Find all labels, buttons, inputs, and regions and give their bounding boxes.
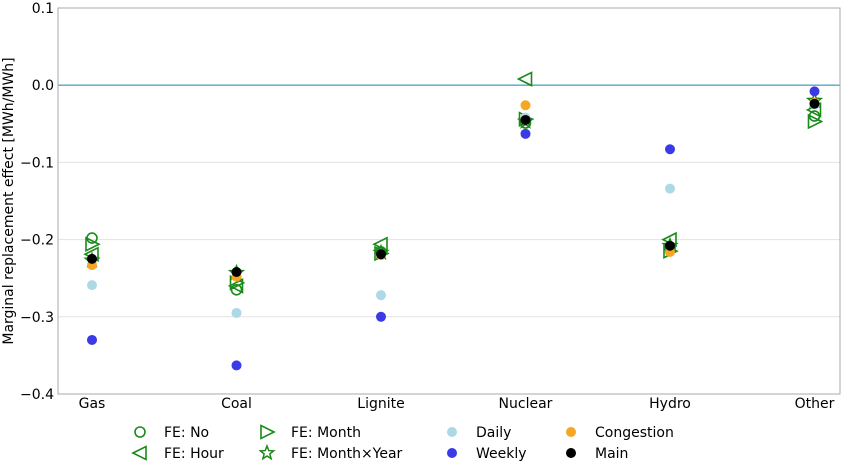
x-tick-label: Other [795,396,835,412]
legend-marker [134,426,146,438]
y-tick-label: 0.1 [32,1,54,17]
series-fe-month [85,111,824,291]
data-point [807,113,824,130]
legend: FE: No FE: Hour FE: Month FE: Month×Year Dai… [131,424,674,462]
data-point [230,283,243,296]
x-tick-label: Nuclear [499,396,553,412]
legend-label: Daily [476,425,511,441]
data-point [665,240,675,251]
legend-marker [566,448,576,458]
data-point [665,183,675,194]
series-weekly [87,86,820,371]
data-point [376,311,386,322]
data-point [516,71,533,87]
data-point [231,307,242,318]
series-fe-hour [83,71,822,294]
data-point [809,86,820,97]
legend-item: Congestion [566,425,674,441]
y-tick-label: 0.0 [32,78,54,94]
data-point [520,114,531,125]
legend-item: FE: Month×Year [258,443,403,462]
legend-item: FE: No [134,425,209,441]
y-axis: −0.4 −0.3 −0.2 −0.1 0.0 0.1 [20,1,54,403]
legend-label: FE: Hour [164,446,224,462]
x-tick-label: Coal [221,396,252,412]
legend-item: Main [566,446,628,462]
data-point [520,100,531,111]
legend-item: FE: Month [260,424,361,441]
x-tick-label: Lignite [357,396,404,412]
legend-label: FE: No [164,425,209,441]
series-main [87,98,820,278]
grid-lines [58,7,840,395]
legend-item: FE: Hour [131,445,224,462]
legend-marker [566,427,576,437]
legend-item: Weekly [447,446,527,462]
y-tick-label: −0.3 [20,310,54,326]
data-point [87,253,97,264]
data-point [85,236,101,253]
data-point [231,267,242,278]
data-point [87,280,97,291]
x-tick-label: Gas [79,396,106,412]
y-axis-label: Marginal replacement effect [MWh/MWh] [1,57,17,344]
data-point [520,128,531,139]
y-tick-label: −0.2 [20,233,54,249]
legend-marker [260,424,276,440]
data-point [227,278,244,294]
data-point [665,144,675,155]
series-congestion [87,97,820,282]
data-points [83,71,824,371]
y-tick-label: −0.1 [20,155,54,171]
x-axis: Gas Coal Lignite Nuclear Hydro Other [79,396,835,412]
data-point [809,98,820,109]
y-tick-label: −0.4 [20,387,54,403]
data-point [376,290,386,301]
series-fe-no [86,110,821,296]
legend-label: Congestion [595,425,674,441]
data-point [87,334,97,345]
legend-marker [258,443,276,461]
plot-frame [57,7,841,395]
series-daily [87,99,820,318]
legend-marker [447,448,457,458]
x-tick-label: Hydro [649,396,691,412]
legend-label: Weekly [476,446,527,462]
legend-label: FE: Month×Year [291,446,403,462]
legend-item: Daily [447,425,511,441]
legend-marker [131,445,147,461]
legend-label: Main [595,446,628,462]
data-point [231,360,242,371]
legend-label: FE: Month [291,425,361,441]
data-point [376,249,386,260]
legend-marker [447,427,457,437]
series-fe-month-year [83,91,824,281]
